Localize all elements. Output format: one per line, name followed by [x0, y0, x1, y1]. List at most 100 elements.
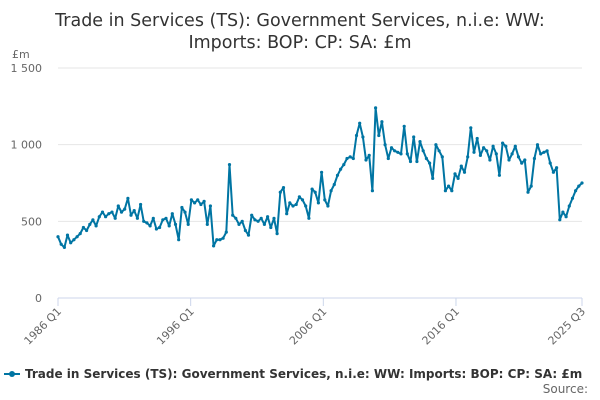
data-point[interactable]: [377, 133, 381, 138]
data-point[interactable]: [399, 152, 403, 156]
data-point[interactable]: [148, 224, 152, 228]
data-point[interactable]: [189, 198, 193, 202]
data-point[interactable]: [310, 187, 314, 191]
data-point[interactable]: [196, 198, 200, 202]
data-point[interactable]: [367, 153, 371, 157]
data-point[interactable]: [415, 159, 419, 164]
data-point[interactable]: [320, 170, 324, 174]
data-point[interactable]: [294, 202, 298, 207]
data-point[interactable]: [475, 136, 479, 141]
data-point[interactable]: [256, 219, 260, 223]
data-point[interactable]: [497, 173, 501, 177]
legend[interactable]: Trade in Services (TS): Government Servi…: [4, 367, 582, 381]
data-point[interactable]: [555, 166, 559, 170]
data-point[interactable]: [526, 190, 530, 194]
data-point[interactable]: [132, 209, 136, 213]
data-point[interactable]: [119, 210, 124, 214]
data-point[interactable]: [428, 161, 432, 165]
data-point[interactable]: [431, 176, 435, 180]
data-point[interactable]: [516, 155, 521, 159]
data-point[interactable]: [335, 173, 340, 177]
data-point[interactable]: [364, 158, 368, 162]
data-point[interactable]: [272, 216, 276, 220]
data-point[interactable]: [329, 189, 333, 193]
data-point[interactable]: [161, 218, 165, 222]
data-point[interactable]: [374, 106, 378, 110]
data-point[interactable]: [231, 213, 235, 217]
data-point[interactable]: [345, 156, 349, 161]
data-point[interactable]: [570, 196, 575, 200]
data-point[interactable]: [443, 189, 447, 193]
data-point[interactable]: [259, 216, 263, 220]
data-point[interactable]: [361, 135, 365, 139]
data-point[interactable]: [501, 141, 505, 145]
data-point[interactable]: [107, 212, 111, 216]
data-point[interactable]: [202, 199, 206, 203]
data-point[interactable]: [81, 225, 85, 230]
data-point[interactable]: [494, 152, 498, 156]
data-point[interactable]: [459, 164, 463, 168]
data-point[interactable]: [520, 161, 524, 165]
data-point[interactable]: [462, 170, 467, 174]
data-point[interactable]: [85, 228, 89, 233]
data-point[interactable]: [285, 212, 289, 216]
data-point[interactable]: [69, 241, 73, 245]
data-point[interactable]: [389, 146, 394, 150]
data-point[interactable]: [88, 222, 92, 226]
data-point[interactable]: [59, 242, 63, 246]
data-point[interactable]: [542, 150, 546, 154]
data-point[interactable]: [523, 158, 527, 162]
data-point[interactable]: [351, 156, 355, 161]
data-point[interactable]: [56, 235, 60, 239]
data-point[interactable]: [164, 216, 168, 220]
data-point[interactable]: [507, 158, 511, 162]
data-point[interactable]: [535, 143, 540, 147]
data-point[interactable]: [250, 213, 254, 217]
data-point[interactable]: [154, 227, 158, 231]
data-point[interactable]: [332, 182, 336, 187]
data-point[interactable]: [380, 120, 384, 124]
data-point[interactable]: [288, 201, 292, 205]
data-point[interactable]: [110, 210, 114, 214]
data-point[interactable]: [173, 222, 178, 226]
data-point[interactable]: [97, 215, 101, 219]
data-point[interactable]: [472, 150, 476, 154]
data-point[interactable]: [237, 222, 241, 226]
data-point[interactable]: [558, 218, 562, 222]
data-point[interactable]: [440, 155, 444, 159]
data-point[interactable]: [354, 133, 359, 138]
data-point[interactable]: [348, 155, 352, 159]
data-point[interactable]: [145, 221, 149, 225]
data-point[interactable]: [126, 196, 130, 200]
data-point[interactable]: [199, 202, 203, 207]
data-point[interactable]: [275, 232, 279, 236]
data-point[interactable]: [278, 190, 282, 194]
data-point[interactable]: [488, 158, 492, 162]
data-point[interactable]: [129, 213, 133, 217]
data-point[interactable]: [300, 198, 305, 202]
data-point[interactable]: [212, 244, 216, 248]
data-point[interactable]: [205, 222, 209, 226]
data-point[interactable]: [529, 184, 533, 188]
data-point[interactable]: [421, 149, 425, 153]
data-point[interactable]: [491, 144, 495, 148]
data-point[interactable]: [170, 212, 174, 216]
data-point[interactable]: [281, 186, 286, 190]
data-point[interactable]: [469, 126, 473, 130]
data-point[interactable]: [412, 135, 416, 139]
data-point[interactable]: [62, 245, 66, 249]
data-point[interactable]: [180, 205, 184, 210]
data-point[interactable]: [243, 228, 247, 233]
data-point[interactable]: [539, 152, 543, 156]
data-point[interactable]: [561, 210, 565, 214]
data-point[interactable]: [91, 218, 95, 222]
data-point[interactable]: [215, 238, 219, 242]
data-point[interactable]: [253, 218, 257, 222]
data-point[interactable]: [183, 210, 187, 214]
data-point[interactable]: [567, 204, 571, 208]
data-point[interactable]: [123, 207, 127, 211]
data-point[interactable]: [313, 190, 317, 194]
data-point[interactable]: [482, 146, 486, 150]
data-point[interactable]: [383, 143, 387, 147]
data-point[interactable]: [424, 156, 428, 161]
